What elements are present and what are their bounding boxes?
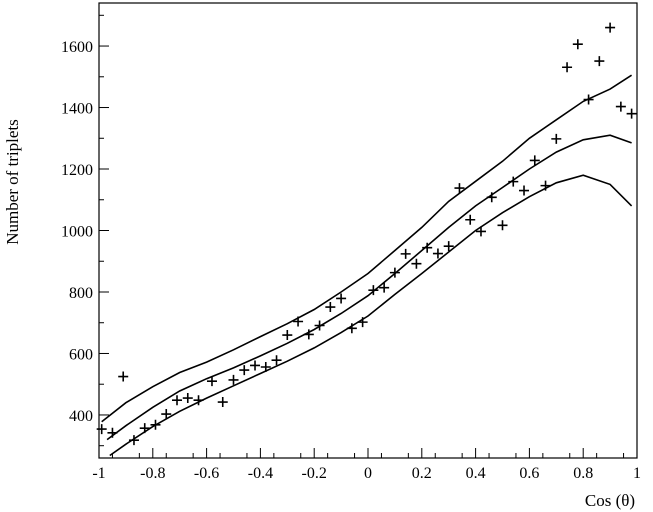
data-point <box>271 355 282 366</box>
data-point <box>400 248 411 259</box>
model-curve <box>101 74 633 423</box>
data-markers <box>96 22 637 446</box>
data-point <box>161 409 172 420</box>
x-tick-label: 0.4 <box>466 465 486 482</box>
x-axis-title: Cos (θ) <box>585 491 635 510</box>
data-point <box>411 258 422 269</box>
data-point <box>217 397 228 408</box>
x-tick-label: -0.6 <box>194 465 219 482</box>
data-point <box>314 320 325 331</box>
data-point <box>303 329 314 340</box>
x-tick-label: -1 <box>92 465 105 482</box>
y-tick-label: 400 <box>69 408 93 425</box>
y-tick-label: 1600 <box>61 39 93 56</box>
x-tick-label: -0.8 <box>140 465 165 482</box>
data-point <box>250 360 261 371</box>
data-point <box>182 393 193 404</box>
x-tick-label: 0.2 <box>412 465 432 482</box>
data-point <box>389 267 400 278</box>
data-point <box>486 192 497 203</box>
x-tick-label: 0 <box>364 465 372 482</box>
x-tick-label: 1 <box>633 465 641 482</box>
data-point <box>626 108 637 119</box>
data-point <box>432 248 443 259</box>
data-point <box>443 241 454 252</box>
data-point <box>615 101 626 112</box>
data-point <box>357 317 368 328</box>
y-tick-label: 800 <box>69 285 93 302</box>
y-tick-label: 600 <box>69 346 93 363</box>
x-tick-label: 0.8 <box>573 465 593 482</box>
plot-border <box>98 2 638 459</box>
data-point <box>508 176 519 187</box>
data-point <box>475 226 486 237</box>
data-point <box>379 282 390 293</box>
data-point <box>519 185 530 196</box>
data-point <box>336 293 347 304</box>
x-axis: -1 -0.8 -0.6 -0.4 -0.2 0 0.2 0.4 0.6 0.8 1 <box>92 448 641 482</box>
data-point <box>128 435 139 446</box>
data-point <box>172 395 183 406</box>
data-point <box>540 180 551 191</box>
model-curve <box>106 134 632 441</box>
data-point <box>368 285 379 296</box>
data-point <box>551 133 562 144</box>
data-point <box>465 214 476 225</box>
data-point <box>562 62 573 73</box>
data-point <box>206 376 217 387</box>
data-point <box>293 316 304 327</box>
data-point <box>150 419 161 430</box>
y-tick-label: 1000 <box>61 224 93 241</box>
y-axis: 400 600 800 1000 1200 1400 1600 <box>61 14 109 447</box>
data-point <box>422 242 433 253</box>
data-point <box>583 94 594 105</box>
data-point <box>282 330 293 341</box>
data-point <box>605 22 616 33</box>
data-point <box>193 395 204 406</box>
data-point <box>594 56 605 67</box>
data-point <box>139 423 150 434</box>
data-point <box>118 371 129 382</box>
x-tick-label: -0.4 <box>248 465 273 482</box>
y-axis-title: Number of triplets <box>3 119 22 245</box>
x-tick-label: 0.6 <box>519 465 539 482</box>
data-point <box>346 323 357 334</box>
data-point <box>239 365 250 376</box>
data-point <box>228 374 239 385</box>
x-tick-label: -0.2 <box>302 465 327 482</box>
plot-frame <box>98 2 638 459</box>
model-curves <box>101 74 633 457</box>
data-point <box>260 362 271 372</box>
y-tick-label: 1400 <box>61 101 93 118</box>
data-point <box>96 424 107 435</box>
data-point <box>497 220 508 231</box>
data-point <box>107 427 118 438</box>
y-tick-label: 1200 <box>61 162 93 179</box>
data-point <box>325 302 336 313</box>
data-point <box>529 155 540 166</box>
model-curve <box>109 174 633 457</box>
data-point <box>572 39 583 50</box>
data-point <box>454 183 465 194</box>
